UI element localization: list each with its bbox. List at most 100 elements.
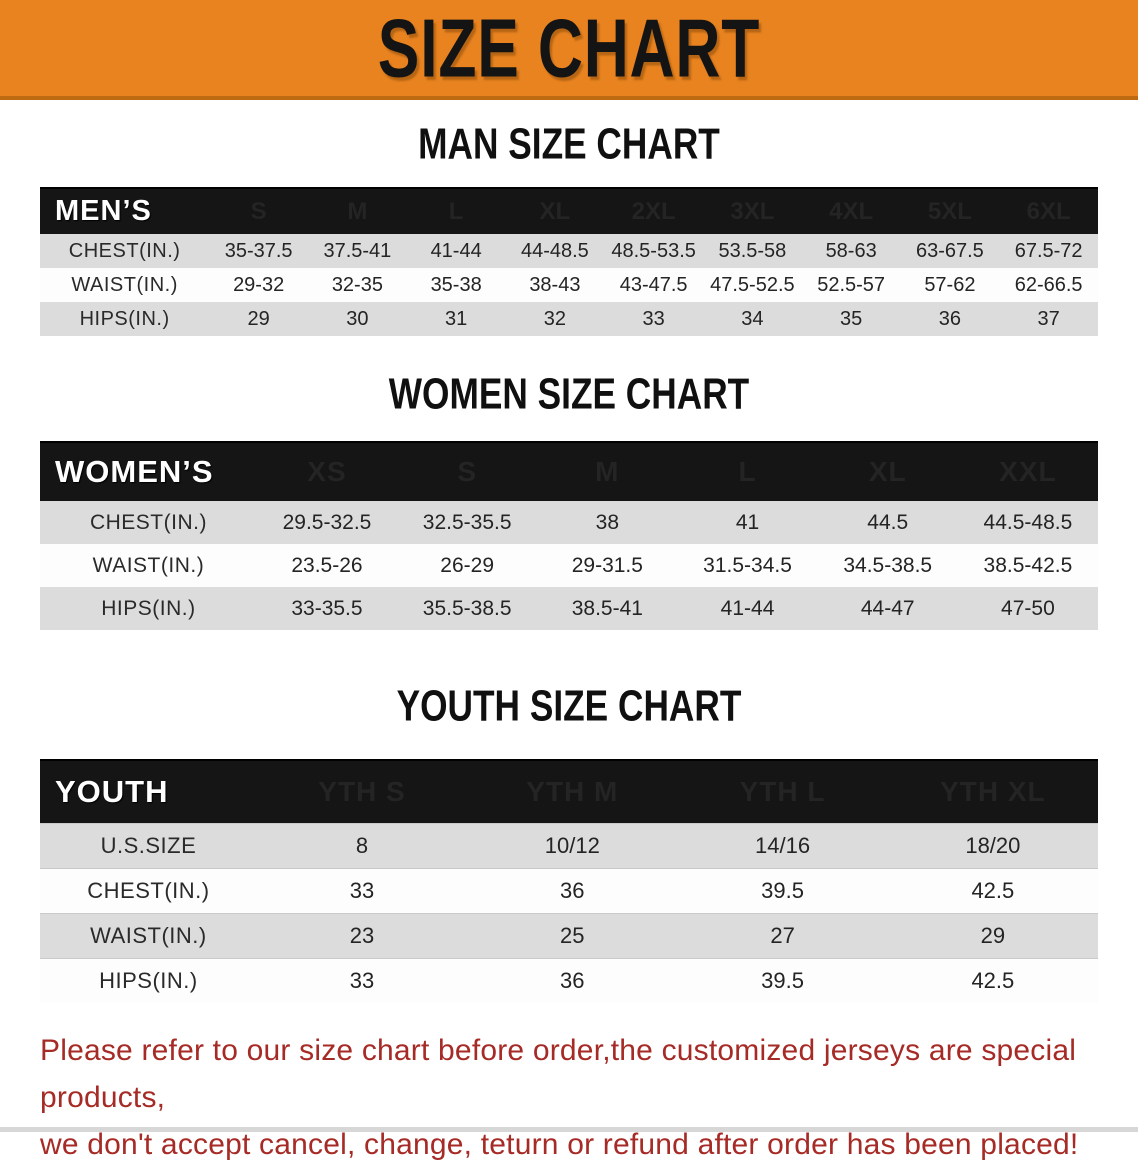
- table-row: CHEST(IN.) 35-37.5 37.5-41 41-44 44-48.5 48.5…: [40, 234, 1098, 268]
- cell-value: 39.5: [761, 968, 804, 993]
- bottom-divider: [0, 1127, 1138, 1132]
- cell-value: 67.5-72: [1014, 239, 1083, 262]
- cell-value: 36: [560, 878, 585, 903]
- size-column-header: 6XL: [1026, 197, 1071, 225]
- size-column-header: YTH XL: [940, 776, 1046, 807]
- row-label: HIPS(IN.): [101, 596, 196, 620]
- cell-value: 44-48.5: [520, 239, 589, 262]
- row-label: HIPS(IN.): [79, 307, 170, 330]
- cell-value: 27: [770, 923, 795, 948]
- disclaimer-note: Please refer to our size chart before or…: [40, 1027, 1098, 1168]
- cell-value: 44.5-48.5: [983, 510, 1073, 534]
- cell-value: 14/16: [755, 833, 811, 858]
- size-column-header: YTH L: [739, 776, 826, 807]
- cell-value: 29: [247, 307, 270, 330]
- cell-value: 41-44: [430, 239, 482, 262]
- cell-value: 29: [980, 923, 1006, 948]
- cell-value: 47-50: [1001, 596, 1055, 620]
- cell-value: 47.5-52.5: [710, 273, 795, 296]
- cell-value: 38: [595, 510, 620, 534]
- cell-value: 38.5-42.5: [983, 553, 1073, 577]
- table-row: U.S.SIZE 8 10/12 14/16 18/20: [40, 823, 1098, 868]
- cell-value: 38-43: [529, 273, 581, 296]
- cell-value: 43-47.5: [619, 273, 688, 296]
- cell-value: 36: [560, 968, 585, 993]
- size-column-header: XL: [868, 456, 907, 487]
- cell-value: 30: [346, 307, 369, 330]
- women-section-title: WOMEN SIZE CHART: [388, 369, 750, 419]
- row-label: WAIST(IN.): [90, 923, 207, 948]
- table-row: WAIST(IN.) 29-32 32-35 35-38 38-43 43-47.5 47.…: [40, 268, 1098, 302]
- cell-value: 33-35.5: [291, 596, 363, 620]
- cell-value: 57-62: [924, 273, 976, 296]
- row-label: WAIST(IN.): [92, 553, 205, 577]
- cell-value: 32.5-35.5: [422, 510, 512, 534]
- size-column-header: YTH M: [526, 776, 619, 807]
- size-column-header: XS: [307, 456, 347, 487]
- cell-value: 29-31.5: [571, 553, 643, 577]
- cell-value: 58-63: [825, 239, 877, 262]
- table-row: HIPS(IN.) 33 36 39.5 42.5: [40, 958, 1098, 1003]
- cell-value: 37.5-41: [323, 239, 392, 262]
- youth-section-title: YOUTH SIZE CHART: [396, 681, 742, 731]
- cell-value: 8: [355, 833, 369, 858]
- youth-corner-label: YOUTH: [55, 774, 169, 809]
- size-column-header: S: [250, 197, 267, 225]
- cell-value: 36: [938, 307, 962, 330]
- cell-value: 31.5-34.5: [703, 553, 792, 577]
- size-column-header: 5XL: [927, 197, 972, 225]
- cell-value: 33: [349, 878, 375, 903]
- table-row: WAIST(IN.) 23 25 27 29: [40, 913, 1098, 958]
- cell-value: 35.5-38.5: [422, 596, 512, 620]
- cell-value: 10/12: [544, 833, 600, 858]
- cell-value: 34: [741, 307, 764, 330]
- size-column-header: 2XL: [631, 197, 676, 225]
- size-column-header: M: [347, 197, 368, 225]
- size-column-header: 4XL: [829, 197, 874, 225]
- size-column-header: 3XL: [730, 197, 775, 225]
- cell-value: 23: [349, 923, 375, 948]
- cell-value: 33: [642, 307, 665, 330]
- men-size-table: MEN’S S M L XL 2XL 3XL 4XL 5XL 6XL CHEST(IN.) 35-37…: [40, 189, 1098, 336]
- size-column-header: L: [738, 456, 757, 487]
- cell-value: 35: [840, 307, 863, 330]
- cell-value: 44-47: [860, 596, 915, 620]
- cell-value: 34.5-38.5: [843, 553, 933, 577]
- women-size-chart-section: WOMEN SIZE CHART WOMEN’S XS S M L XL XXL CHEST(…: [0, 370, 1138, 630]
- cell-value: 42.5: [971, 878, 1015, 903]
- cell-value: 37: [1037, 307, 1060, 330]
- men-corner-label: MEN’S: [55, 195, 152, 227]
- table-row: HIPS(IN.) 33-35.5 35.5-38.5 38.5-41 41-44 44-…: [40, 587, 1098, 630]
- women-corner-label: WOMEN’S: [55, 454, 214, 489]
- row-label: U.S.SIZE: [100, 833, 197, 858]
- women-size-table: WOMEN’S XS S M L XL XXL CHEST(IN.) 29.5-32.5 32.5…: [40, 443, 1098, 630]
- cell-value: 23.5-26: [291, 553, 363, 577]
- table-row: HIPS(IN.) 29 30 31 32 33 34 35 36 37: [40, 302, 1098, 336]
- size-column-header: L: [448, 197, 464, 225]
- cell-value: 44.5: [867, 510, 909, 534]
- women-table-header-row: WOMEN’S XS S M L XL XXL: [40, 443, 1098, 501]
- cell-value: 63-67.5: [915, 239, 984, 262]
- youth-size-table: YOUTH YTH S YTH M YTH L YTH XL U.S.SIZE 8 10/12…: [40, 761, 1098, 1003]
- disclaimer-line-1: Please refer to our size chart before or…: [40, 1034, 1077, 1114]
- cell-value: 35-37.5: [224, 239, 293, 262]
- cell-value: 35-38: [430, 273, 482, 296]
- cell-value: 62-66.5: [1014, 273, 1083, 296]
- cell-value: 32: [543, 307, 567, 330]
- cell-value: 42.5: [971, 968, 1015, 993]
- youth-table-header-row: YOUTH YTH S YTH M YTH L YTH XL: [40, 761, 1098, 823]
- row-label: CHEST(IN.): [89, 510, 207, 534]
- size-column-header: S: [457, 456, 477, 487]
- row-label: CHEST(IN.): [68, 239, 181, 262]
- cell-value: 26-29: [440, 553, 495, 577]
- cell-value: 25: [560, 923, 585, 948]
- table-row: WAIST(IN.) 23.5-26 26-29 29-31.5 31.5-34.5 34…: [40, 544, 1098, 587]
- size-column-header: XL: [539, 197, 571, 225]
- cell-value: 39.5: [761, 878, 804, 903]
- table-row: CHEST(IN.) 29.5-32.5 32.5-35.5 38 41 44.5 44.5…: [40, 501, 1098, 544]
- cell-value: 48.5-53.5: [611, 239, 696, 262]
- table-row: CHEST(IN.) 33 36 39.5 42.5: [40, 868, 1098, 913]
- men-table-header-row: MEN’S S M L XL 2XL 3XL 4XL 5XL 6XL: [40, 189, 1098, 234]
- cell-value: 41-44: [720, 596, 775, 620]
